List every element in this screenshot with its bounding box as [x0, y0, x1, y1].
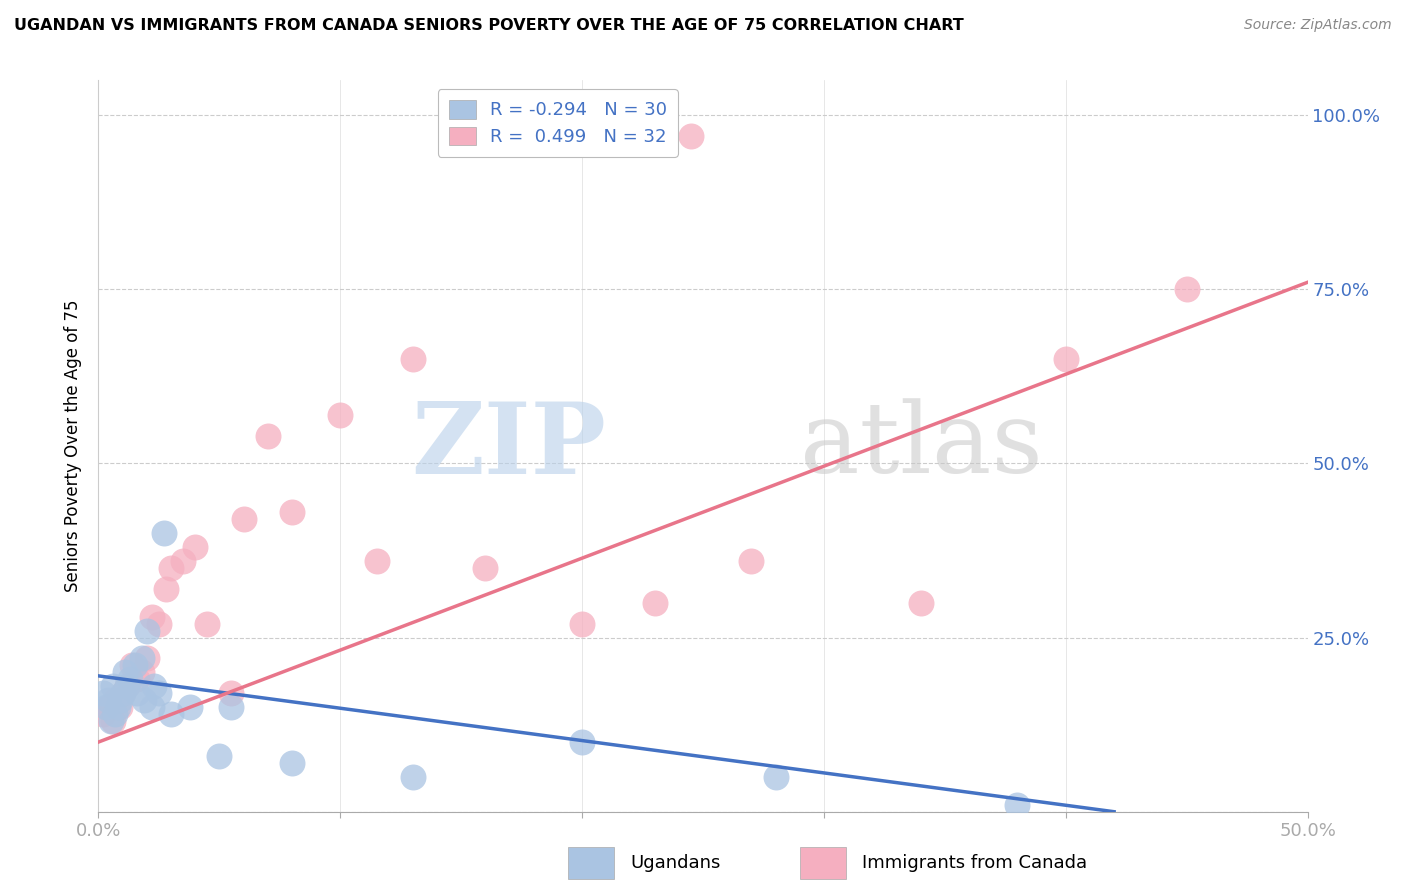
Point [221, 686, 243, 700]
Point [232, 512, 254, 526]
Point [155, 582, 177, 596]
FancyBboxPatch shape [800, 847, 846, 880]
Point [141, 609, 163, 624]
Point [221, 700, 243, 714]
Point [402, 351, 425, 366]
Point [1175, 282, 1198, 296]
Point [107, 700, 129, 714]
Point [160, 561, 183, 575]
Text: Source: ZipAtlas.com: Source: ZipAtlas.com [1244, 18, 1392, 32]
Point [127, 686, 149, 700]
Point [141, 700, 163, 714]
Point [195, 616, 218, 631]
Point [118, 673, 141, 687]
Point [134, 693, 156, 707]
Point [131, 651, 153, 665]
Point [91, 707, 114, 722]
Point [571, 616, 593, 631]
Point [474, 561, 496, 575]
Point [111, 686, 134, 700]
Point [117, 679, 139, 693]
Point [94, 700, 117, 714]
Point [679, 128, 702, 143]
Point [910, 596, 932, 610]
Point [108, 700, 131, 714]
Point [1054, 351, 1077, 366]
Point [101, 714, 124, 728]
Point [184, 540, 207, 554]
Point [152, 526, 174, 541]
Point [127, 673, 149, 687]
Point [131, 665, 153, 680]
Point [111, 686, 134, 700]
Point [160, 707, 183, 722]
Point [179, 700, 201, 714]
Point [135, 624, 157, 638]
Point [100, 714, 122, 728]
Point [256, 428, 278, 442]
Point [148, 616, 170, 631]
Point [281, 756, 304, 770]
Point [740, 554, 762, 568]
Point [135, 651, 157, 665]
Text: UGANDAN VS IMMIGRANTS FROM CANADA SENIORS POVERTY OVER THE AGE OF 75 CORRELATION: UGANDAN VS IMMIGRANTS FROM CANADA SENIOR… [14, 18, 963, 33]
Point [571, 735, 593, 749]
Point [1007, 797, 1029, 812]
Point [97, 700, 120, 714]
Point [124, 658, 146, 673]
Point [143, 679, 166, 693]
Point [108, 693, 131, 707]
Point [208, 749, 231, 764]
Point [148, 686, 170, 700]
Point [101, 679, 124, 693]
Point [366, 554, 388, 568]
Point [402, 770, 425, 784]
Point [104, 707, 127, 722]
Text: atlas: atlas [800, 398, 1042, 494]
FancyBboxPatch shape [568, 847, 614, 880]
Text: Ugandans: Ugandans [630, 854, 720, 872]
Point [114, 665, 136, 680]
Y-axis label: Seniors Poverty Over the Age of 75: Seniors Poverty Over the Age of 75 [65, 300, 83, 592]
Point [644, 596, 666, 610]
Point [97, 693, 120, 707]
Point [281, 505, 304, 519]
Point [104, 693, 127, 707]
Point [329, 408, 352, 422]
Text: ZIP: ZIP [412, 398, 606, 494]
Point [765, 770, 787, 784]
Point [117, 679, 139, 693]
Point [121, 658, 143, 673]
Text: Immigrants from Canada: Immigrants from Canada [862, 854, 1087, 872]
Legend: R = -0.294   N = 30, R =  0.499   N = 32: R = -0.294 N = 30, R = 0.499 N = 32 [437, 89, 678, 157]
Point [91, 686, 114, 700]
Point [172, 554, 194, 568]
